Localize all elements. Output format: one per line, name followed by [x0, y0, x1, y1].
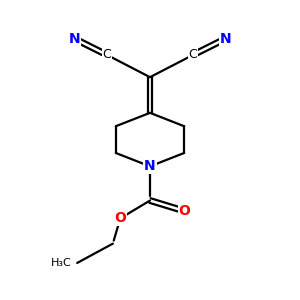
Text: C: C — [103, 48, 111, 62]
Text: N: N — [68, 32, 80, 46]
Text: H₃C: H₃C — [50, 258, 71, 268]
Text: O: O — [178, 204, 190, 218]
Text: N: N — [220, 32, 232, 46]
Text: C: C — [189, 48, 197, 62]
Text: N: N — [144, 159, 156, 173]
Text: O: O — [114, 212, 126, 225]
